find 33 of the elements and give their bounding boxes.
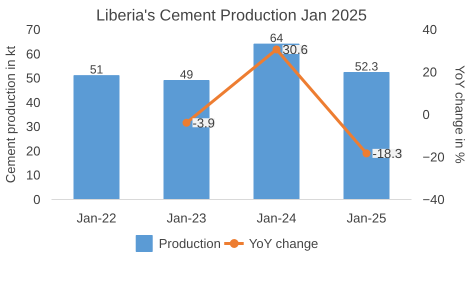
- y-tick-label: 20: [26, 143, 41, 158]
- point: [272, 45, 280, 54]
- data-label: -3.9: [192, 115, 215, 130]
- y-tick-label: 60: [26, 46, 41, 62]
- y2-tick-label: 20: [422, 64, 437, 80]
- x-tick-label: Jan-23: [166, 210, 206, 226]
- bar: [74, 75, 120, 200]
- y2-tick-label: −40: [422, 192, 445, 207]
- legend-label: Production: [158, 236, 221, 250]
- chart-title: Liberia's Cement Production Jan 2025: [96, 8, 367, 24]
- data-label: 64: [270, 31, 284, 46]
- point: [182, 118, 190, 127]
- y2-axis-title: YoY change in %: [452, 65, 468, 164]
- data-label: 30.6: [282, 42, 308, 57]
- data-label: -18.3: [372, 146, 402, 161]
- legend-label: YoY change: [248, 236, 318, 250]
- y2-tick-label: 40: [422, 22, 437, 37]
- y2-tick-label: −20: [422, 150, 445, 164]
- y-tick-label: 30: [26, 119, 41, 134]
- x-tick-label: Jan-22: [76, 210, 116, 226]
- data-label: 51: [90, 62, 104, 77]
- y-tick-label: 40: [26, 94, 41, 110]
- y-tick-label: 50: [26, 70, 41, 86]
- data-label: 49: [180, 68, 194, 82]
- y2-tick-label: 0: [422, 107, 430, 122]
- x-tick-label: Jan-25: [346, 210, 386, 226]
- y-axis-title: Cement production in kt: [3, 45, 18, 184]
- x-tick-label: Jan-24: [256, 210, 296, 226]
- data-label: 52.3: [354, 59, 379, 74]
- y-tick-label: 10: [26, 168, 41, 183]
- point: [362, 149, 370, 158]
- y-tick-label: 0: [33, 192, 41, 207]
- y-tick-label: 70: [26, 22, 41, 37]
